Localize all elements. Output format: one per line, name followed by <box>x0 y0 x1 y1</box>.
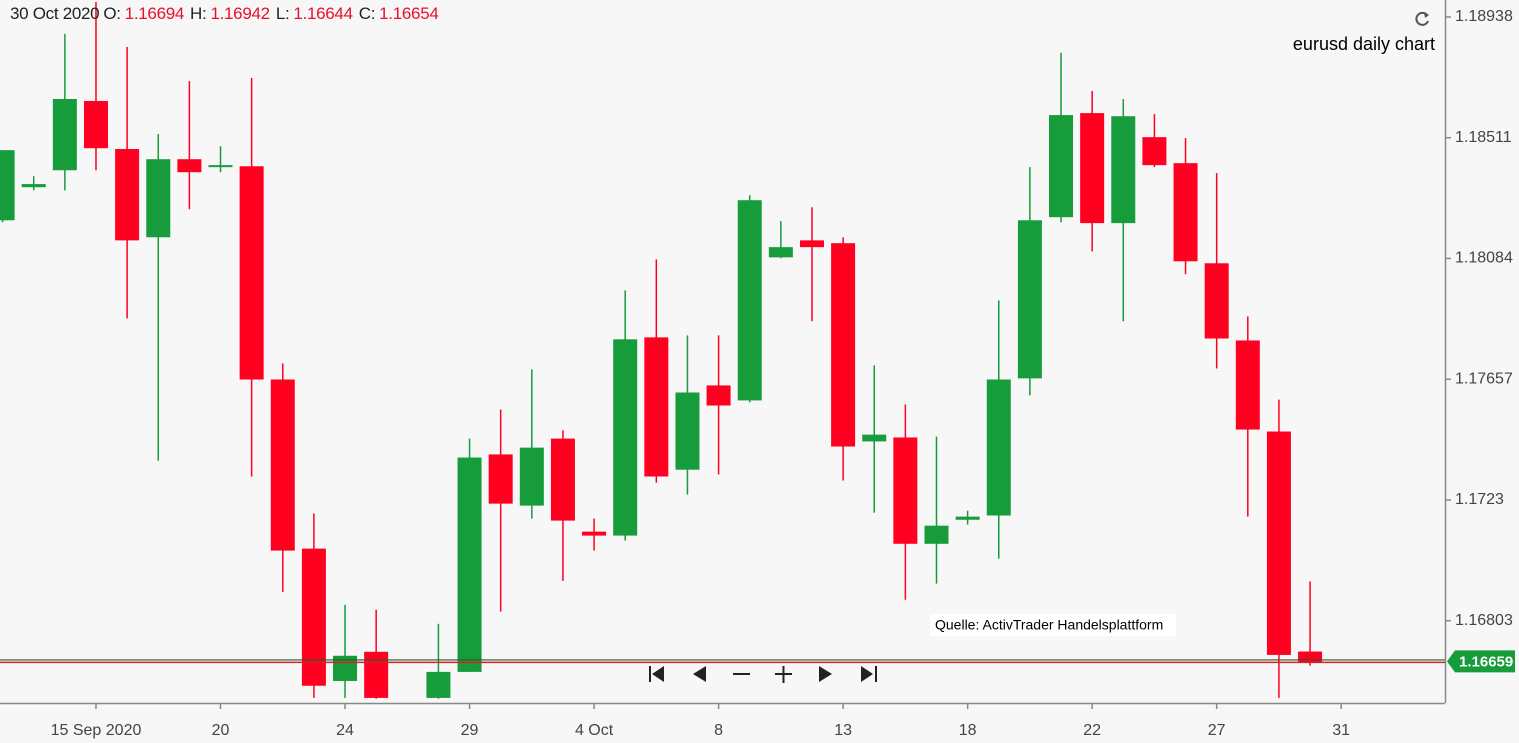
candle-body <box>1017 220 1042 379</box>
nav-first[interactable] <box>649 666 664 682</box>
candle-body <box>0 150 15 221</box>
candle-body <box>21 184 46 188</box>
y-tick-label: 1.18084 <box>1455 250 1513 267</box>
nav-back[interactable] <box>693 666 706 682</box>
candle-body <box>924 525 949 544</box>
y-tick-label: 1.17657 <box>1455 370 1513 387</box>
candle-body <box>1266 431 1291 655</box>
candle-body <box>706 385 731 406</box>
candle-body <box>986 379 1011 516</box>
candle-body <box>768 247 793 258</box>
x-tick-label: 15 Sep 2020 <box>51 722 142 739</box>
candle-body <box>799 240 824 248</box>
header-label: C: <box>358 4 376 23</box>
candle-body <box>52 98 77 171</box>
source-box <box>930 614 1176 636</box>
x-tick-label: 22 <box>1083 722 1101 739</box>
x-tick-label: 20 <box>212 722 230 739</box>
candle-body <box>582 531 607 536</box>
chart-title: eurusd daily chart <box>1293 34 1435 54</box>
candle-body <box>1049 115 1074 218</box>
candle-body <box>1298 651 1323 663</box>
x-tick-label: 27 <box>1208 722 1226 739</box>
candle-body <box>239 166 264 380</box>
refresh-button[interactable] <box>1415 11 1429 26</box>
header-label: L: <box>275 4 290 23</box>
x-tick-label: 29 <box>461 722 479 739</box>
candle-body <box>831 243 856 447</box>
candle-body <box>115 149 140 241</box>
candle-body <box>550 438 575 521</box>
candle-body <box>737 200 762 401</box>
navigation-controls <box>649 666 877 683</box>
header-label: O: <box>103 4 121 23</box>
candle-body <box>862 434 887 442</box>
nav-forward[interactable] <box>819 666 832 682</box>
y-tick-label: 1.1723 <box>1455 491 1504 508</box>
current-price-label: 1.16659 <box>1459 653 1513 670</box>
x-tick-label: 4 Oct <box>575 722 614 739</box>
plot-area <box>0 1 1323 699</box>
header-date: 30 Oct 2020 <box>10 4 100 23</box>
candle-body <box>1080 113 1105 224</box>
candle-body <box>675 392 700 470</box>
candle-body <box>426 671 451 698</box>
candle-body <box>519 447 544 506</box>
header-label: H: <box>190 4 207 23</box>
y-tick-label: 1.18938 <box>1455 8 1513 25</box>
x-tick-label: 18 <box>959 722 977 739</box>
candle-body <box>301 548 326 686</box>
x-tick-label: 31 <box>1332 722 1350 739</box>
candle-body <box>457 457 482 672</box>
candle-body <box>1235 340 1260 430</box>
candle-body <box>270 379 295 551</box>
ohlc-header: 30 Oct 2020 O: 1.16694 H: 1.16942 L: 1.16644 C:… <box>10 4 445 24</box>
candle-body <box>146 159 171 238</box>
y-tick-label: 1.18511 <box>1455 129 1512 146</box>
candle-body <box>364 651 389 698</box>
candle-body <box>1173 163 1198 262</box>
y-tick-label: 1.16803 <box>1455 612 1513 629</box>
header-value: 1.16644 <box>293 4 353 23</box>
candle-body <box>177 159 202 173</box>
candle-body <box>83 100 108 149</box>
x-tick-label: 13 <box>834 722 852 739</box>
x-tick-label: 24 <box>336 722 354 739</box>
header-value: 1.16654 <box>379 4 439 23</box>
header-value: 1.16942 <box>210 4 270 23</box>
current-price-tag <box>1447 650 1515 673</box>
candle-body <box>644 337 669 477</box>
candle-body <box>1142 137 1167 166</box>
candle-body <box>1111 116 1136 224</box>
candle-body <box>893 437 918 544</box>
candle-body <box>955 516 980 520</box>
nav-last[interactable] <box>861 666 877 682</box>
candle-body <box>613 339 638 536</box>
source-note: Quelle: ActivTrader Handelsplattform <box>935 617 1163 633</box>
candle-body <box>1204 263 1229 339</box>
candle-body <box>488 454 513 504</box>
nav-zoom-in[interactable] <box>775 666 792 683</box>
x-tick-label: 8 <box>714 722 723 739</box>
header-value: 1.16694 <box>124 4 185 23</box>
candle-body <box>208 165 233 168</box>
